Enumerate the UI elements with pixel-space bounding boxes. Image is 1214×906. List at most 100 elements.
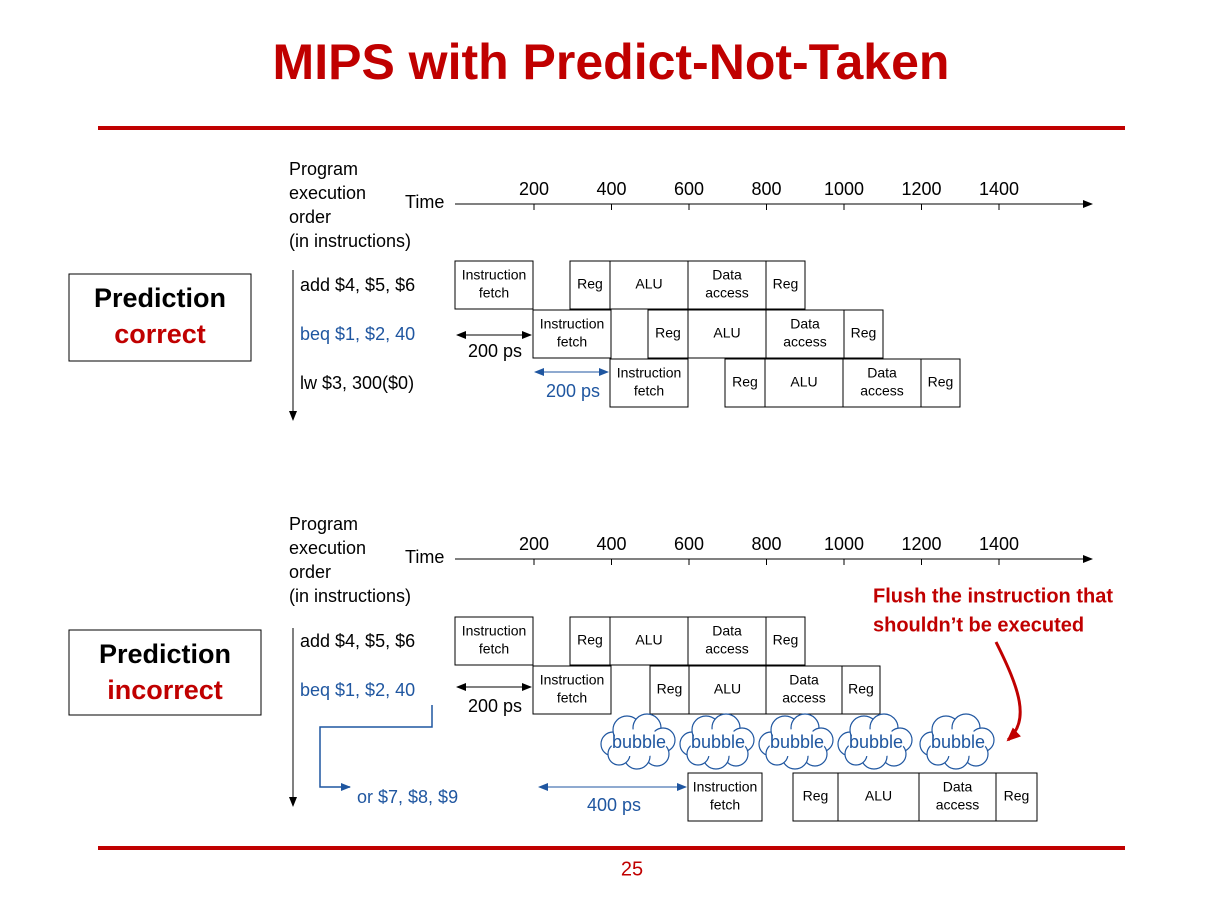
stage-label: Reg: [851, 325, 877, 341]
stage-box: [609, 260, 689, 310]
stage-label: access: [782, 690, 826, 706]
stage-box: [569, 616, 611, 666]
stage-label: fetch: [479, 641, 509, 657]
time-label: Time: [405, 192, 444, 212]
stage-label: access: [705, 285, 749, 301]
stage-label: ALU: [635, 276, 662, 292]
bubble-label: bubble: [770, 732, 824, 752]
flush-arrow: [994, 641, 1022, 742]
stage-box: [724, 358, 766, 408]
tick-label: 400: [596, 179, 626, 199]
instruction: or $7, $8, $9: [357, 787, 458, 807]
tick-label: 1400: [979, 534, 1019, 554]
cloud-fill: [611, 729, 667, 757]
stage-label: fetch: [479, 285, 509, 301]
tick-label: 600: [674, 179, 704, 199]
time-label: Time: [405, 547, 444, 567]
stage-label: Reg: [1004, 788, 1030, 804]
stage-box: [765, 309, 845, 359]
order-caption: (in instructions): [289, 586, 411, 606]
stage-label: fetch: [557, 334, 587, 350]
cloud-fill: [690, 729, 746, 757]
stage-box: [842, 358, 922, 408]
stage-label: Reg: [655, 325, 681, 341]
branch-arrow: [319, 705, 433, 791]
flush-note: Flush the instruction that: [873, 585, 1113, 607]
stage-label: Data: [789, 672, 819, 688]
stage-box: [532, 665, 612, 715]
tick-label: 1400: [979, 179, 1019, 199]
tick-label: 1200: [901, 534, 941, 554]
bubble-cloud: [600, 713, 676, 770]
tick-label: 1200: [901, 179, 941, 199]
stage-label: ALU: [790, 374, 817, 390]
stage-label: ALU: [714, 681, 741, 697]
tick-label: 800: [751, 179, 781, 199]
stage-label: Instruction: [617, 365, 682, 381]
bubble-label: bubble: [612, 732, 666, 752]
stage-label: Data: [790, 316, 820, 332]
bubble-cloud: [837, 713, 913, 770]
stage-label: Data: [943, 779, 973, 795]
stage-label: access: [860, 383, 904, 399]
stage-label: Data: [712, 267, 742, 283]
stage-label: Reg: [803, 788, 829, 804]
tick-label: 200: [519, 534, 549, 554]
stage-label: Instruction: [462, 623, 527, 639]
cloud-fill: [769, 729, 825, 757]
instruction: beq $1, $2, 40: [300, 324, 415, 344]
bubble-cloud: [758, 713, 834, 770]
stage-label: fetch: [710, 797, 740, 813]
stage-label: Reg: [773, 276, 799, 292]
stage-box: [841, 665, 881, 715]
stage-box: [649, 665, 690, 715]
label: correct: [114, 319, 206, 349]
label-box: [68, 629, 262, 716]
instruction: add $4, $5, $6: [300, 275, 415, 295]
instruction: beq $1, $2, 40: [300, 680, 415, 700]
stage-label: Reg: [577, 276, 603, 292]
stage-label: ALU: [635, 632, 662, 648]
stage-box: [687, 616, 767, 666]
order-caption: execution: [289, 183, 366, 203]
interval-label: 400 ps: [587, 795, 641, 815]
stage-box: [837, 772, 920, 822]
cloud-fill: [848, 729, 904, 757]
stage-label: Reg: [577, 632, 603, 648]
stage-box: [687, 772, 763, 822]
order-caption: execution: [289, 538, 366, 558]
stage-box: [765, 616, 806, 666]
bubble-cloud: [679, 713, 755, 770]
stage-label: Reg: [848, 681, 874, 697]
stage-label: Reg: [928, 374, 954, 390]
stage-label: ALU: [713, 325, 740, 341]
interval-label: 200 ps: [468, 341, 522, 361]
bubble-cloud: [919, 713, 995, 770]
page-number: 25: [621, 858, 643, 880]
bubble-label: bubble: [931, 732, 985, 752]
stage-box: [843, 309, 884, 359]
tick-label: 1000: [824, 179, 864, 199]
bubble-label: bubble: [849, 732, 903, 752]
cloud-fill: [930, 729, 986, 757]
stage-box: [792, 772, 839, 822]
interval-label: 200 ps: [468, 696, 522, 716]
order-caption: order: [289, 207, 331, 227]
tick-label: 200: [519, 179, 549, 199]
stage-label: Reg: [732, 374, 758, 390]
stage-label: Instruction: [693, 779, 758, 795]
stage-box: [609, 358, 689, 408]
tick-label: 800: [751, 534, 781, 554]
stage-label: fetch: [557, 690, 587, 706]
order-caption: (in instructions): [289, 231, 411, 251]
stage-box: [688, 665, 767, 715]
label: Prediction: [99, 639, 231, 669]
stage-box: [454, 260, 534, 310]
stage-box: [918, 772, 997, 822]
interval-label: 200 ps: [546, 381, 600, 401]
stage-box: [765, 260, 806, 310]
order-caption: Program: [289, 514, 358, 534]
stage-label: Instruction: [540, 316, 605, 332]
stage-box: [920, 358, 961, 408]
